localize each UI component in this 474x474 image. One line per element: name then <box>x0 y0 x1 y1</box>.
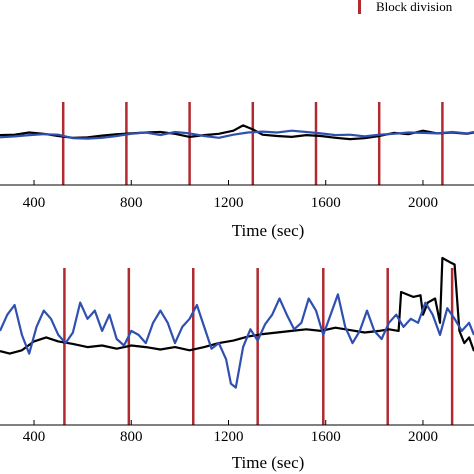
top-x-tick-label: 2000 <box>408 195 438 211</box>
bottom-x-tick-label: 800 <box>120 429 143 445</box>
legend-swatch-block-division <box>358 0 361 14</box>
bottom-x-tick-label: 400 <box>23 429 46 445</box>
top-series-blue-line <box>0 129 474 140</box>
bottom-x-tick-label: 1600 <box>311 429 341 445</box>
bottom-series-black-line <box>0 256 474 355</box>
bottom-x-tick-label: 1200 <box>213 429 243 445</box>
bottom-x-axis-title: Time (sec) <box>232 453 305 472</box>
top-x-tick-label: 1600 <box>311 195 341 211</box>
bottom-panel: 400 800 1200 1600 2000 Time (sec) <box>0 256 474 472</box>
top-x-tick-label: 400 <box>23 195 46 211</box>
top-x-axis-title: Time (sec) <box>232 221 305 240</box>
legend-label: Block division <box>376 0 453 14</box>
bottom-x-tick-label: 2000 <box>408 429 438 445</box>
legend: Block division <box>358 0 453 14</box>
bottom-series-blue-line <box>0 293 474 389</box>
top-x-tick-label: 1200 <box>213 195 243 211</box>
top-panel: 400 800 1200 1600 2000 Time (sec) <box>0 102 474 240</box>
top-x-tick-label: 800 <box>120 195 143 211</box>
